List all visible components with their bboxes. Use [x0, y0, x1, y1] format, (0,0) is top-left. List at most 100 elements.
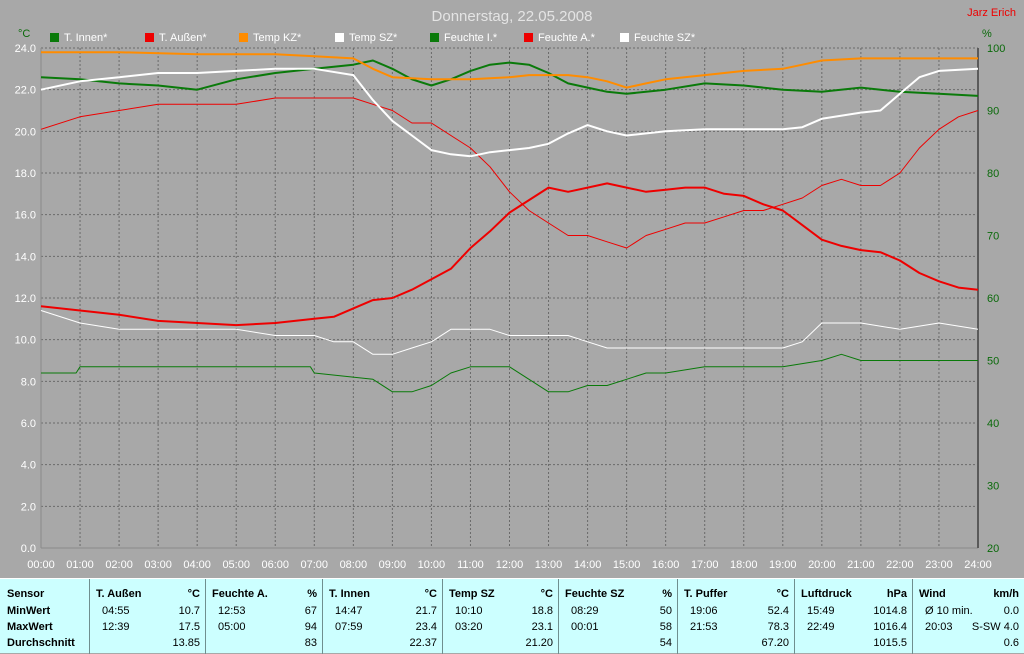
stats-column: T. Innen °C 14:47 21.7 07:59 23.4 22.37: [322, 579, 442, 654]
chart-title: Donnerstag, 22.05.2008: [432, 8, 593, 25]
legend-swatch: [335, 33, 344, 42]
stats-average: 67.20: [761, 637, 789, 649]
series-layer: [40, 51, 979, 393]
stats-min-time: 04:55: [102, 605, 130, 617]
y-tick-label: 8.0: [21, 376, 36, 388]
stats-min-value: 0.0: [1003, 605, 1019, 617]
x-tick-label: 21:00: [847, 559, 875, 571]
stats-min-time: 15:49: [807, 605, 835, 617]
x-tick-label: 23:00: [925, 559, 953, 571]
right-unit-label: %: [982, 28, 992, 40]
legend-label: T. Innen*: [64, 32, 108, 44]
stats-max-value: 94: [304, 621, 317, 633]
stats-unit: %: [662, 588, 672, 600]
stats-min-value: 67: [304, 605, 317, 617]
stats-sensor-name: Feuchte A.: [212, 588, 268, 600]
stats-row-label: MinWert: [7, 605, 51, 617]
stats-max-value: 17.5: [178, 621, 200, 633]
x-tick-label: 02:00: [105, 559, 133, 571]
stats-unit: °C: [776, 588, 789, 600]
x-tick-label: 17:00: [691, 559, 719, 571]
series-line: [40, 182, 979, 327]
y2-tick-label: 50: [987, 356, 999, 368]
legend-item: Feuchte A.*: [524, 32, 596, 44]
grid: [41, 47, 978, 548]
stats-min-value: 1014.8: [873, 605, 907, 617]
stats-sensor-name: T. Puffer: [684, 588, 728, 600]
x-tick-label: 16:00: [652, 559, 680, 571]
y-tick-label: 2.0: [21, 501, 36, 513]
x-tick-label: 07:00: [301, 559, 329, 571]
stats-max-time: 05:00: [218, 621, 246, 633]
x-tick-label: 05:00: [222, 559, 250, 571]
x-tick-label: 13:00: [535, 559, 563, 571]
stats-min-value: 18.8: [531, 605, 553, 617]
stats-max-time: 07:59: [335, 621, 363, 633]
stats-average: 83: [304, 637, 317, 649]
chart-svg: Donnerstag, 22.05.2008 Jarz Erich °C % T…: [15, 7, 1016, 571]
x-tick-label: 18:00: [730, 559, 758, 571]
legend-swatch: [239, 33, 248, 42]
stats-sensor-name: T. Innen: [329, 588, 370, 600]
stats-max-value: 23.1: [531, 621, 553, 633]
stats-column: Temp SZ °C 10:10 18.8 03:20 23.1 21.20: [442, 579, 558, 654]
stats-column: T. Puffer °C 19:06 52.4 21:53 78.3 67.20: [677, 579, 794, 654]
stats-max-time: 22:49: [807, 621, 835, 633]
stats-column: T. Außen °C 04:55 10.7 12:39 17.5 13.85: [89, 579, 205, 654]
stats-average: 22.37: [409, 637, 437, 649]
y2-tick-label: 40: [987, 418, 999, 430]
stats-unit: km/h: [993, 588, 1019, 600]
y-tick-label: 4.0: [21, 460, 36, 472]
y-tick-label: 6.0: [21, 418, 36, 430]
x-tick-label: 12:00: [496, 559, 524, 571]
series-line: [40, 97, 979, 249]
stats-max-time: 00:01: [571, 621, 599, 633]
x-tick-label: 22:00: [886, 559, 914, 571]
stats-min-time: 12:53: [218, 605, 246, 617]
stats-unit: °C: [540, 588, 553, 600]
y2-tick-label: 80: [987, 168, 999, 180]
stats-max-time: 12:39: [102, 621, 130, 633]
stats-row-label: Durchschnitt: [7, 637, 75, 649]
y-tick-label: 20.0: [15, 126, 36, 138]
y2-tick-label: 100: [987, 43, 1005, 55]
stats-average: 21.20: [525, 637, 553, 649]
stats-column: Luftdruck hPa 15:49 1014.8 22:49 1016.4 1015.5: [794, 579, 912, 654]
stats-max-value: 23.4: [415, 621, 437, 633]
legend-item: Temp KZ*: [239, 32, 302, 44]
stats-row-label: Sensor: [7, 588, 45, 600]
legend: T. Innen* T. Außen* Temp KZ* Temp SZ* Feucht…: [50, 32, 696, 44]
stats-min-value: 52.4: [767, 605, 789, 617]
y2-tick-label: 70: [987, 231, 999, 243]
legend-label: Feuchte A.*: [538, 32, 596, 44]
y-tick-label: 16.0: [15, 210, 36, 222]
stats-sensor-name: T. Außen: [96, 588, 142, 600]
legend-item: T. Außen*: [145, 32, 207, 44]
legend-item: Temp SZ*: [335, 32, 398, 44]
stats-min-value: 50: [659, 605, 672, 617]
stats-max-value: 58: [659, 621, 672, 633]
axes: 00:00 01:00 02:00 03:00 04:00 05:00 06:00 07:00…: [15, 43, 1006, 571]
stats-column: Feuchte A.% 12:53 67 05:00 94 83: [205, 579, 322, 654]
stats-unit: °C: [187, 588, 200, 600]
stats-table: Sensor MinWert MaxWert Durchschnitt T. Außen…: [0, 578, 1024, 654]
y-tick-label: 0.0: [21, 543, 36, 555]
legend-label: Feuchte I.*: [444, 32, 498, 44]
left-unit-label: °C: [18, 28, 30, 40]
legend-item: Feuchte SZ*: [620, 32, 696, 44]
stats-min-time: 08:29: [571, 605, 599, 617]
series-line: [41, 51, 978, 89]
y-tick-label: 24.0: [15, 43, 36, 55]
y-tick-label: 14.0: [15, 251, 36, 263]
stats-unit: %: [307, 588, 317, 600]
stats-min-value: 21.7: [415, 605, 437, 617]
stats-sensor-name: Luftdruck: [801, 588, 852, 600]
legend-swatch: [50, 33, 59, 42]
stats-column: Wind km/h Ø 10 min. 0.0 20:03 S-SW 4.0 0.6: [912, 579, 1024, 654]
legend-label: Temp SZ*: [349, 32, 398, 44]
legend-item: T. Innen*: [50, 32, 108, 44]
y2-tick-label: 30: [987, 481, 999, 493]
stats-unit: hPa: [886, 588, 907, 600]
legend-swatch: [145, 33, 154, 42]
legend-swatch: [524, 33, 533, 42]
